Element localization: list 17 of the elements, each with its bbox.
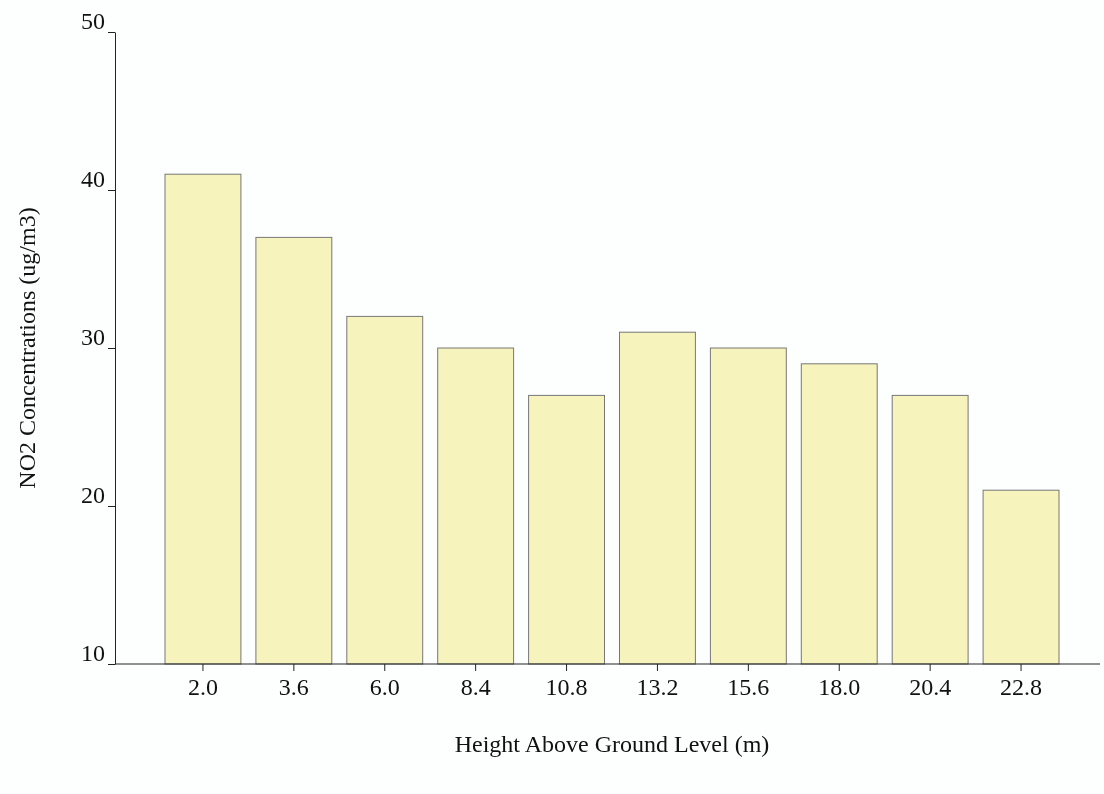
y-tick-label: 30: [81, 323, 105, 350]
x-tick-label: 3.6: [278, 674, 309, 701]
y-tick-label: 20: [81, 481, 105, 508]
y-tick-label: 50: [81, 7, 105, 34]
x-tick-label: 13.2: [636, 674, 679, 701]
x-tick-label: 15.6: [727, 674, 770, 701]
x-axis-title: Height Above Ground Level (m): [454, 731, 770, 757]
y-tick-label: 40: [81, 165, 105, 192]
y-axis-title: NO2 Concentrations (ug/m3): [14, 207, 40, 489]
x-tick-label: 18.0: [818, 674, 861, 701]
x-tick-label: 22.8: [1000, 674, 1043, 701]
x-tick-label: 10.8: [545, 674, 588, 701]
x-tick-label: 6.0: [369, 674, 400, 701]
x-tick-label: 8.4: [460, 674, 491, 701]
y-tick-label: 10: [81, 639, 105, 666]
x-tick-label: 20.4: [909, 674, 952, 701]
x-tick-label: 2.0: [187, 674, 218, 701]
